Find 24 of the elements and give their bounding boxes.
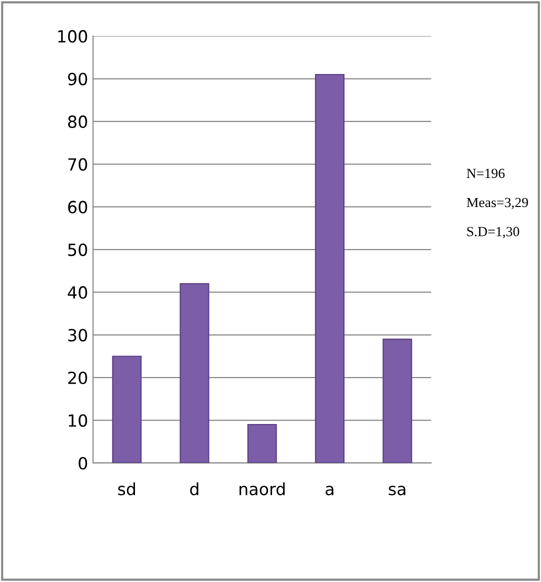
y-tick-label: 90 bbox=[68, 72, 88, 86]
bar bbox=[180, 283, 210, 463]
y-tick-label: 50 bbox=[68, 243, 88, 256]
x-tick-label: a bbox=[326, 486, 334, 496]
x-tick-label: d bbox=[190, 482, 198, 496]
bar bbox=[382, 338, 412, 463]
y-tick-label: 60 bbox=[68, 200, 88, 214]
y-tick-label: 20 bbox=[68, 372, 88, 384]
y-tick-label: 70 bbox=[68, 158, 88, 171]
text: N=196 bbox=[466, 168, 505, 178]
y-tick-label: 80 bbox=[68, 115, 88, 128]
y-tick-label: 30 bbox=[68, 328, 88, 342]
text: Meas=3,29 bbox=[466, 198, 528, 210]
text: S.D=1,30 bbox=[467, 226, 520, 238]
x-tick-label: naord bbox=[240, 482, 285, 496]
y-tick-label: 0 bbox=[78, 456, 88, 470]
bar bbox=[112, 356, 142, 463]
bar bbox=[247, 424, 277, 463]
y-tick-label: 100 bbox=[58, 30, 88, 43]
y-tick-label: 40 bbox=[68, 286, 88, 299]
y-tick-label: 10 bbox=[68, 414, 88, 427]
x-tick-label: sd bbox=[118, 482, 135, 496]
x-tick-label: sa bbox=[388, 486, 406, 496]
bar bbox=[314, 74, 344, 463]
